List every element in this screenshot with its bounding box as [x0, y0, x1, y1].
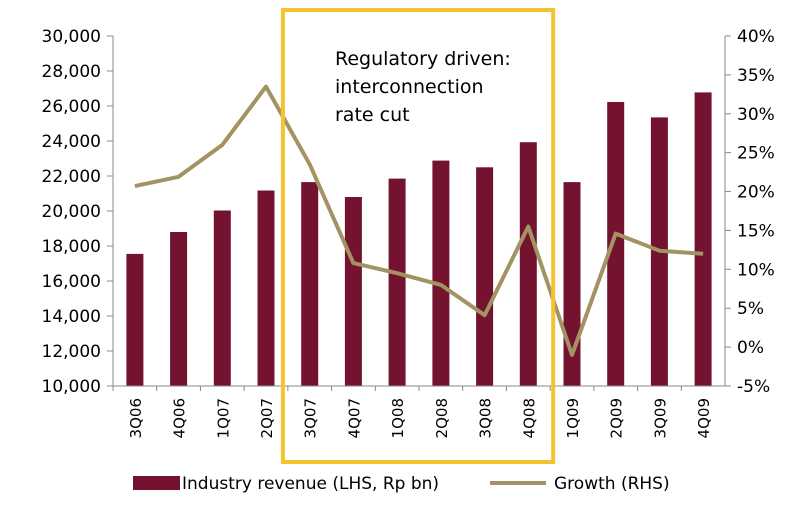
right-tick-label: -5%	[737, 377, 770, 397]
x-tick-label: 2Q09	[608, 398, 626, 438]
x-tick-label: 3Q06	[127, 398, 145, 438]
left-tick-label: 18,000	[42, 237, 101, 257]
bar-4q07	[344, 197, 362, 386]
left-tick-label: 16,000	[42, 272, 101, 292]
bar-series	[126, 92, 712, 387]
right-tick-label: 15%	[737, 221, 775, 241]
annotation-line-2: interconnection	[335, 76, 484, 98]
bar-1q07	[213, 210, 231, 386]
x-tick-label: 3Q09	[651, 398, 669, 438]
bar-4q09	[694, 92, 712, 387]
bar-2q08	[432, 160, 450, 386]
x-tick-label: 1Q09	[564, 398, 582, 438]
legend: Industry revenue (LHS, Rp bn) Growth (RH…	[133, 474, 670, 494]
bar-3q08	[476, 167, 494, 387]
x-tick-label: 3Q08	[477, 398, 495, 438]
highlight-box	[280, 8, 556, 464]
x-tick-label: 1Q08	[389, 398, 407, 438]
right-axis-ticks: -5% 0% 5% 10% 15% 20% 25% 30% 35% 40%	[725, 27, 775, 397]
left-tick-label: 14,000	[42, 307, 101, 327]
bar-3q07	[301, 182, 319, 386]
right-tick-label: 40%	[737, 27, 775, 47]
annotation-line-1: Regulatory driven:	[335, 48, 511, 70]
legend-bar-label: Industry revenue (LHS, Rp bn)	[182, 474, 439, 494]
left-tick-label: 28,000	[42, 62, 101, 82]
right-tick-label: 20%	[737, 183, 775, 203]
annotation-line-3: rate cut	[335, 104, 410, 126]
growth-line	[134, 84, 704, 357]
legend-bar-swatch	[133, 476, 180, 490]
left-tick-label: 12,000	[42, 342, 101, 362]
left-tick-label: 20,000	[42, 202, 101, 222]
bar-4q08	[519, 142, 537, 386]
x-tick-label: 4Q06	[171, 398, 189, 438]
right-tick-label: 5%	[737, 299, 764, 319]
left-tick-label: 10,000	[42, 377, 101, 397]
highlight-rect	[280, 8, 556, 464]
x-tick-label: 4Q08	[520, 398, 538, 438]
right-tick-label: 35%	[737, 66, 775, 86]
left-tick-label: 26,000	[42, 97, 101, 117]
x-tick-label: 3Q07	[302, 398, 320, 438]
x-tick-label: 2Q08	[433, 398, 451, 438]
x-axis-ticks: 3Q06 4Q06 1Q07 2Q07 3Q07 4Q07 1Q08 2Q08 3Q08 4Q08…	[112, 386, 713, 438]
bar-2q07	[257, 190, 275, 386]
left-tick-label: 30,000	[42, 27, 101, 47]
bar-2q09	[607, 102, 625, 386]
x-tick-label: 1Q07	[214, 398, 232, 438]
bar-1q09	[563, 182, 581, 386]
left-tick-label: 22,000	[42, 167, 101, 187]
legend-line-label: Growth (RHS)	[554, 474, 670, 494]
bar-1q08	[388, 178, 406, 386]
left-axis-ticks: 10,000 12,000 14,000 16,000 18,000 20,000 22,0…	[42, 27, 113, 397]
annotation: Regulatory driven: interconnection rate …	[335, 48, 511, 126]
bar-4q06	[170, 232, 188, 386]
growth-line-series	[134, 84, 704, 357]
left-tick-label: 24,000	[42, 132, 101, 152]
right-tick-label: 0%	[737, 338, 764, 358]
x-tick-label: 4Q07	[345, 398, 363, 438]
right-tick-label: 30%	[737, 105, 775, 125]
right-tick-label: 25%	[737, 144, 775, 164]
right-tick-label: 10%	[737, 260, 775, 280]
x-tick-label: 4Q09	[695, 398, 713, 438]
x-tick-label: 2Q07	[258, 398, 276, 438]
bar-3q06	[126, 253, 144, 386]
